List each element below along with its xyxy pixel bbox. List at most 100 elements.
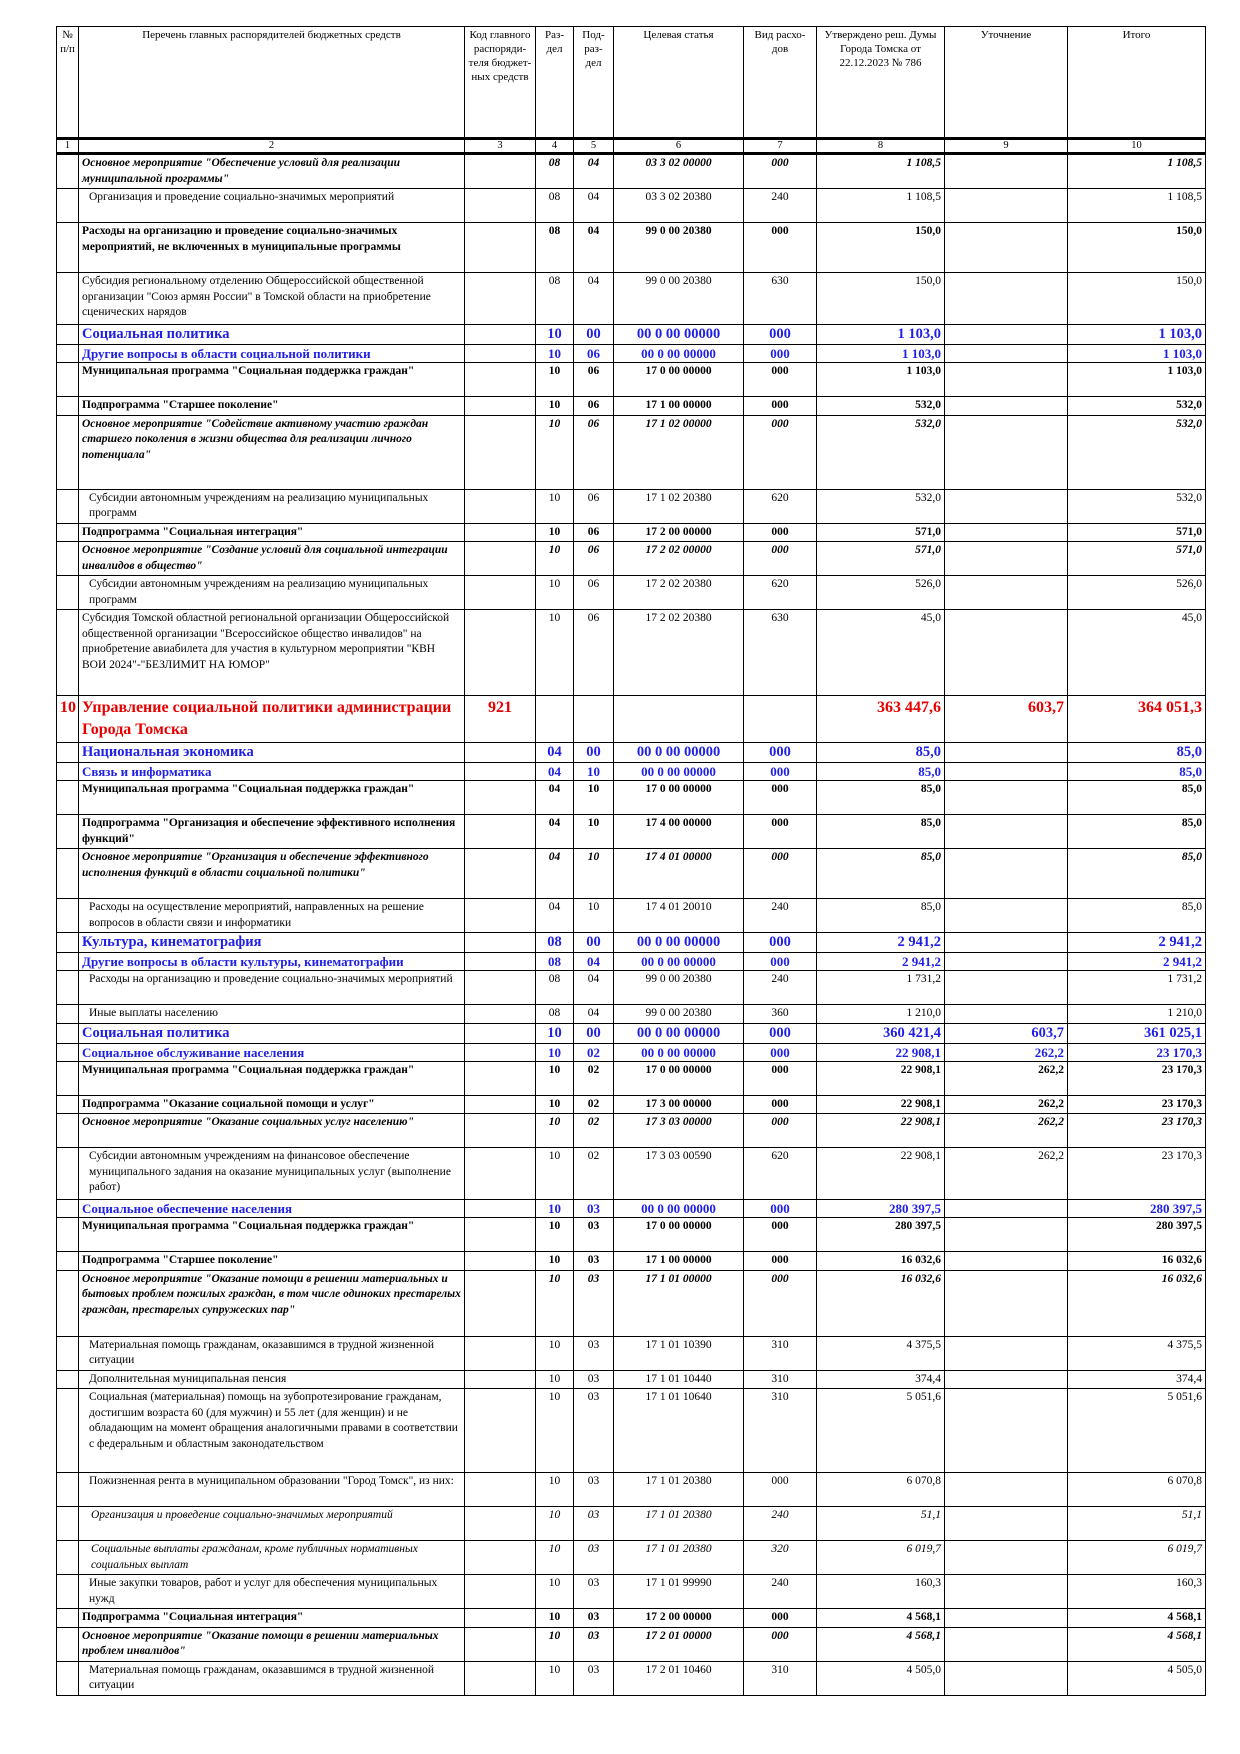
column-number: 5: [573, 137, 614, 155]
row-adjustment: [944, 1199, 1068, 1218]
row-total: 571,0: [1067, 522, 1206, 542]
row-code: [464, 898, 536, 933]
row-number: [56, 272, 79, 325]
row-code: [464, 575, 536, 610]
row-name: Подпрограмма "Старшее поколение": [78, 396, 465, 416]
table-row: Основное мероприятие "Создание условий д…: [56, 541, 1206, 576]
row-number: [56, 1094, 79, 1114]
row-total: 85,0: [1067, 814, 1206, 849]
row-subsection: 03: [573, 1217, 614, 1252]
row-name: Муниципальная программа "Социальная подд…: [78, 780, 465, 815]
row-number: [56, 952, 79, 971]
row-number: [56, 1388, 79, 1473]
row-adjustment: 262,2: [944, 1042, 1068, 1062]
row-approved: 363 447,6: [816, 695, 945, 743]
row-adjustment: [944, 575, 1068, 610]
table-row: Иные закупки товаров, работ и услуг для …: [56, 1574, 1206, 1609]
row-target-article: 17 1 01 20380: [613, 1540, 744, 1575]
budget-table: № п/п Перечень главных распорядителей бю…: [56, 26, 1206, 1696]
table-row: Дополнительная муниципальная пенсия 10 03 1…: [56, 1369, 1206, 1389]
row-section: 10: [535, 396, 574, 416]
table-row: Муниципальная программа "Социальная подд…: [56, 1060, 1206, 1096]
row-expense-type: 000: [743, 1472, 817, 1507]
row-code: [464, 1094, 536, 1114]
table-row: Субсидия Томской областной региональной …: [56, 609, 1206, 696]
table-row: Субсидии автономным учреждениям на финан…: [56, 1147, 1206, 1200]
row-section: 10: [535, 1540, 574, 1575]
row-expense-type: 310: [743, 1660, 817, 1696]
row-approved: 22 908,1: [816, 1042, 945, 1062]
row-section: 04: [535, 848, 574, 899]
row-name: Основное мероприятие "Оказание помощи в …: [78, 1626, 465, 1662]
row-code: [464, 362, 536, 397]
header-adjustment: Уточнение: [944, 26, 1068, 139]
table-row: Другие вопросы в области культуры, кинем…: [56, 952, 1206, 971]
row-number: [56, 814, 79, 849]
row-section: 10: [535, 1251, 574, 1271]
row-approved: 85,0: [816, 780, 945, 815]
row-adjustment: [944, 1251, 1068, 1271]
row-name: Дополнительная муниципальная пенсия: [78, 1369, 465, 1389]
row-number: [56, 414, 79, 490]
row-name: Основное мероприятие "Оказание социальны…: [78, 1113, 465, 1148]
row-section: 10: [535, 1335, 574, 1371]
row-total: 16 032,6: [1067, 1251, 1206, 1271]
row-target-article: 00 0 00 00000: [613, 1199, 744, 1218]
row-total: 526,0: [1067, 575, 1206, 610]
table-row: Муниципальная программа "Социальная подд…: [56, 362, 1206, 397]
row-section: 10: [535, 1472, 574, 1507]
column-number: 9: [944, 137, 1068, 155]
table-row: Материальная помощь гражданам, оказавшим…: [56, 1335, 1206, 1371]
row-total: 23 170,3: [1067, 1147, 1206, 1200]
table-row: Расходы на организацию и проведение соци…: [56, 970, 1206, 1005]
row-adjustment: [944, 1269, 1068, 1337]
row-adjustment: [944, 848, 1068, 899]
row-expense-type: 000: [743, 362, 817, 397]
row-target-article: 17 0 00 00000: [613, 1060, 744, 1096]
row-approved: 85,0: [816, 814, 945, 849]
row-number: [56, 188, 79, 223]
row-adjustment: [944, 1540, 1068, 1575]
row-approved: 532,0: [816, 396, 945, 416]
row-subsection: 03: [573, 1369, 614, 1389]
row-code: [464, 1147, 536, 1200]
row-approved: 360 421,4: [816, 1022, 945, 1044]
row-section: 08: [535, 932, 574, 953]
row-target-article: 17 1 02 20380: [613, 488, 744, 524]
row-approved: 85,0: [816, 742, 945, 763]
row-name: Субсидии автономным учреждениям на финан…: [78, 1147, 465, 1200]
row-expense-type: 240: [743, 898, 817, 933]
row-adjustment: [944, 344, 1068, 363]
row-target-article: 00 0 00 00000: [613, 1022, 744, 1044]
row-approved: 6 070,8: [816, 1472, 945, 1507]
row-section: 04: [535, 898, 574, 933]
row-target-article: 03 3 02 00000: [613, 153, 744, 189]
row-target-article: 99 0 00 20380: [613, 222, 744, 273]
row-target-article: 17 0 00 00000: [613, 780, 744, 815]
row-expense-type: 630: [743, 609, 817, 696]
row-subsection: 03: [573, 1574, 614, 1609]
row-approved: 2 941,2: [816, 932, 945, 953]
row-section: 08: [535, 153, 574, 189]
row-expense-type: 000: [743, 1608, 817, 1628]
row-code: [464, 1022, 536, 1044]
row-total: 85,0: [1067, 848, 1206, 899]
row-approved: 6 019,7: [816, 1540, 945, 1575]
header-target-article: Целевая статья: [613, 26, 744, 139]
row-name: Муниципальная программа "Социальная подд…: [78, 1217, 465, 1252]
row-target-article: 17 1 01 20380: [613, 1472, 744, 1507]
row-code: [464, 488, 536, 524]
column-number: 4: [535, 137, 574, 155]
row-number: [56, 153, 79, 189]
row-number: [56, 1574, 79, 1609]
row-adjustment: [944, 396, 1068, 416]
row-number: [56, 1022, 79, 1044]
row-section: 10: [535, 1660, 574, 1696]
row-expense-type: 000: [743, 1094, 817, 1114]
row-expense-type: 000: [743, 344, 817, 363]
row-approved: 374,4: [816, 1369, 945, 1389]
row-expense-type: 240: [743, 1574, 817, 1609]
row-name: Субсидии автономным учреждениям на реали…: [78, 488, 465, 524]
header-section: Раз-дел: [535, 26, 574, 139]
row-name: Основное мероприятие "Организация и обес…: [78, 848, 465, 899]
